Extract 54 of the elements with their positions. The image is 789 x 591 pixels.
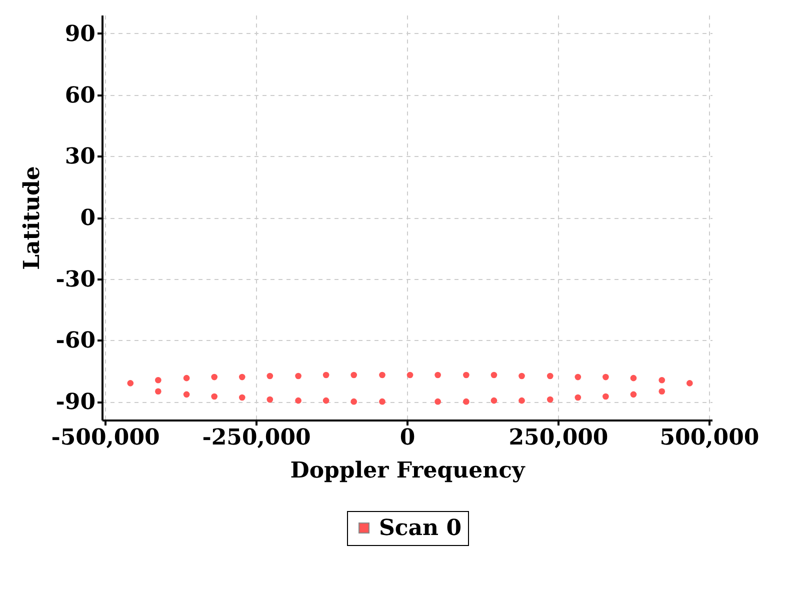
point — [434, 372, 441, 378]
point — [686, 380, 693, 386]
point — [266, 396, 274, 403]
point — [518, 397, 525, 404]
point — [155, 376, 162, 384]
y-tick-label: -30 — [56, 266, 96, 292]
x-axis-title: Doppler Frequency — [290, 458, 526, 484]
point — [350, 398, 358, 405]
point — [463, 398, 470, 405]
y-tick-label: 90 — [64, 20, 96, 47]
point — [238, 374, 246, 380]
point — [350, 372, 358, 378]
point — [211, 393, 218, 400]
point — [630, 374, 637, 382]
point — [127, 380, 134, 386]
x-tick-label: 500,000 — [660, 424, 760, 450]
point — [658, 388, 666, 395]
x-tick-label: 250,000 — [508, 424, 608, 450]
point — [574, 374, 582, 380]
point — [490, 372, 498, 378]
point — [379, 372, 386, 378]
y-axis-title: Latitude — [18, 166, 45, 270]
point — [434, 398, 441, 405]
point — [546, 396, 554, 403]
point — [183, 391, 190, 398]
point — [406, 372, 414, 378]
point — [658, 376, 666, 384]
point — [238, 394, 246, 401]
point — [602, 393, 609, 400]
point — [630, 391, 637, 398]
point — [490, 397, 498, 404]
point — [518, 372, 525, 380]
point — [155, 388, 162, 395]
y-tick-label: 60 — [64, 82, 96, 108]
y-tick-label: 30 — [64, 144, 96, 170]
point — [602, 374, 609, 380]
point — [322, 372, 330, 378]
point — [574, 394, 582, 401]
point — [379, 398, 386, 405]
legend-label: Scan 0 — [379, 515, 462, 541]
point — [463, 372, 470, 378]
point — [546, 372, 554, 380]
x-tick-label: 0 — [400, 424, 416, 450]
y-tick-label: -90 — [56, 389, 96, 416]
x-tick-label: -250,000 — [202, 424, 311, 450]
y-tick-label: 0 — [80, 205, 96, 231]
point — [322, 397, 330, 404]
point — [211, 374, 218, 380]
y-tick-label: -60 — [56, 328, 96, 354]
point — [183, 374, 190, 382]
point — [266, 372, 274, 380]
x-tick-label: -500,000 — [51, 424, 160, 450]
point — [295, 372, 302, 380]
point — [295, 397, 302, 404]
